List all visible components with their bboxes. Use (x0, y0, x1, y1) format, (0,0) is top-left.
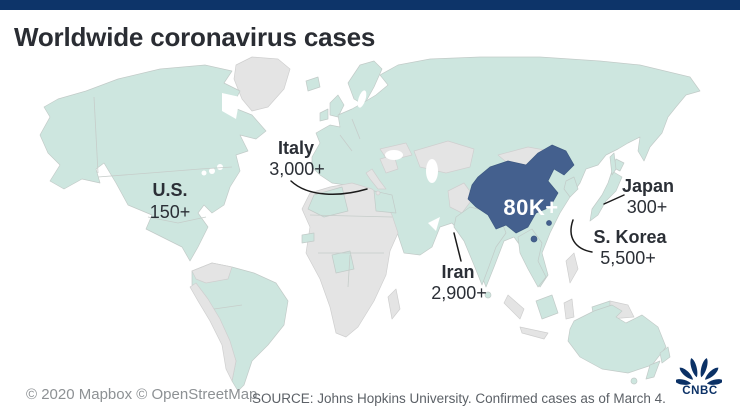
madagascar-shape (387, 288, 401, 320)
persian-gulf (428, 217, 440, 231)
baltic-sea (357, 90, 367, 108)
greenland-shape (233, 56, 291, 112)
scandinavia-shape (347, 60, 383, 106)
italy-shape (365, 168, 387, 190)
senegal-shape (301, 232, 315, 244)
sicily-shape (375, 190, 381, 196)
great-lake (217, 164, 223, 170)
japan-cases: 300+ (627, 197, 668, 217)
skorea-label: S. Korea (593, 227, 667, 247)
skorea-pointer-line (570, 219, 593, 253)
italy-label: Italy (278, 138, 314, 158)
landmasses (39, 56, 701, 392)
china-shape (467, 144, 575, 234)
great-lake (201, 170, 207, 176)
black-sea (385, 150, 403, 160)
sumatra-shape (503, 294, 525, 320)
japan-shape (589, 170, 623, 222)
us-cases: 150+ (150, 202, 191, 222)
borneo-shape (535, 294, 559, 320)
north-america-shape (39, 64, 267, 262)
egypt-shape (373, 190, 397, 214)
cnbc-peacock-icon (676, 358, 722, 385)
new-zealand-south-shape (645, 360, 661, 380)
new-zealand-north-shape (659, 346, 671, 364)
italy-pointer-line (290, 180, 368, 195)
hainan-shape (530, 235, 538, 243)
tasmania-shape (630, 377, 638, 385)
japan-label: Japan (622, 176, 674, 196)
source-note: SOURCE: Johns Hopkins University. Confir… (252, 391, 666, 406)
indochina-shape (517, 228, 547, 288)
sakhalin-shape (609, 152, 617, 176)
iran-pointer-line (453, 232, 462, 262)
sri-lanka-shape (484, 291, 492, 299)
page-title: Worldwide coronavirus cases (14, 22, 376, 52)
top-accent-bar (0, 0, 740, 10)
taiwan-shape (546, 220, 552, 226)
philippines-shape (565, 252, 579, 284)
map-attribution[interactable]: © 2020 Mapbox © OpenStreetMap (26, 386, 258, 403)
italy-cases: 3,000+ (269, 159, 325, 179)
south-america-west-gray (189, 282, 237, 382)
japan-pointer-line (603, 194, 625, 205)
java-shape (519, 326, 549, 340)
uk-shape (329, 94, 345, 118)
iran-cases: 2,900+ (431, 283, 487, 303)
callout-labels: U.S. 150+ Italy 3,000+ Iran 2,900+ Japan… (150, 138, 674, 303)
country-borders (93, 96, 393, 310)
sulawesi-shape (563, 298, 575, 320)
afghanistan-pakistan-gray (447, 182, 475, 214)
australia-shape (567, 304, 667, 374)
cnbc-logo-text: CNBC (682, 385, 718, 397)
nigeria-shape (331, 250, 355, 274)
hudson-bay (222, 93, 240, 119)
us-label: U.S. (152, 180, 187, 200)
caspian-sea (426, 159, 438, 183)
ireland-shape (319, 108, 329, 122)
skorea-cases: 5,500+ (600, 248, 656, 268)
south-america-northwest-gray (191, 262, 233, 284)
china-cases-label: 80K+ (503, 195, 558, 220)
callout-pointers (290, 180, 625, 262)
world-map: U.S. 150+ Italy 3,000+ Iran 2,900+ Japan… (0, 55, 740, 395)
cnbc-logo: CNBC (676, 356, 724, 400)
korea-shape (563, 176, 579, 198)
great-lake (209, 168, 215, 174)
iceland-shape (305, 76, 321, 92)
iran-label: Iran (441, 262, 474, 282)
